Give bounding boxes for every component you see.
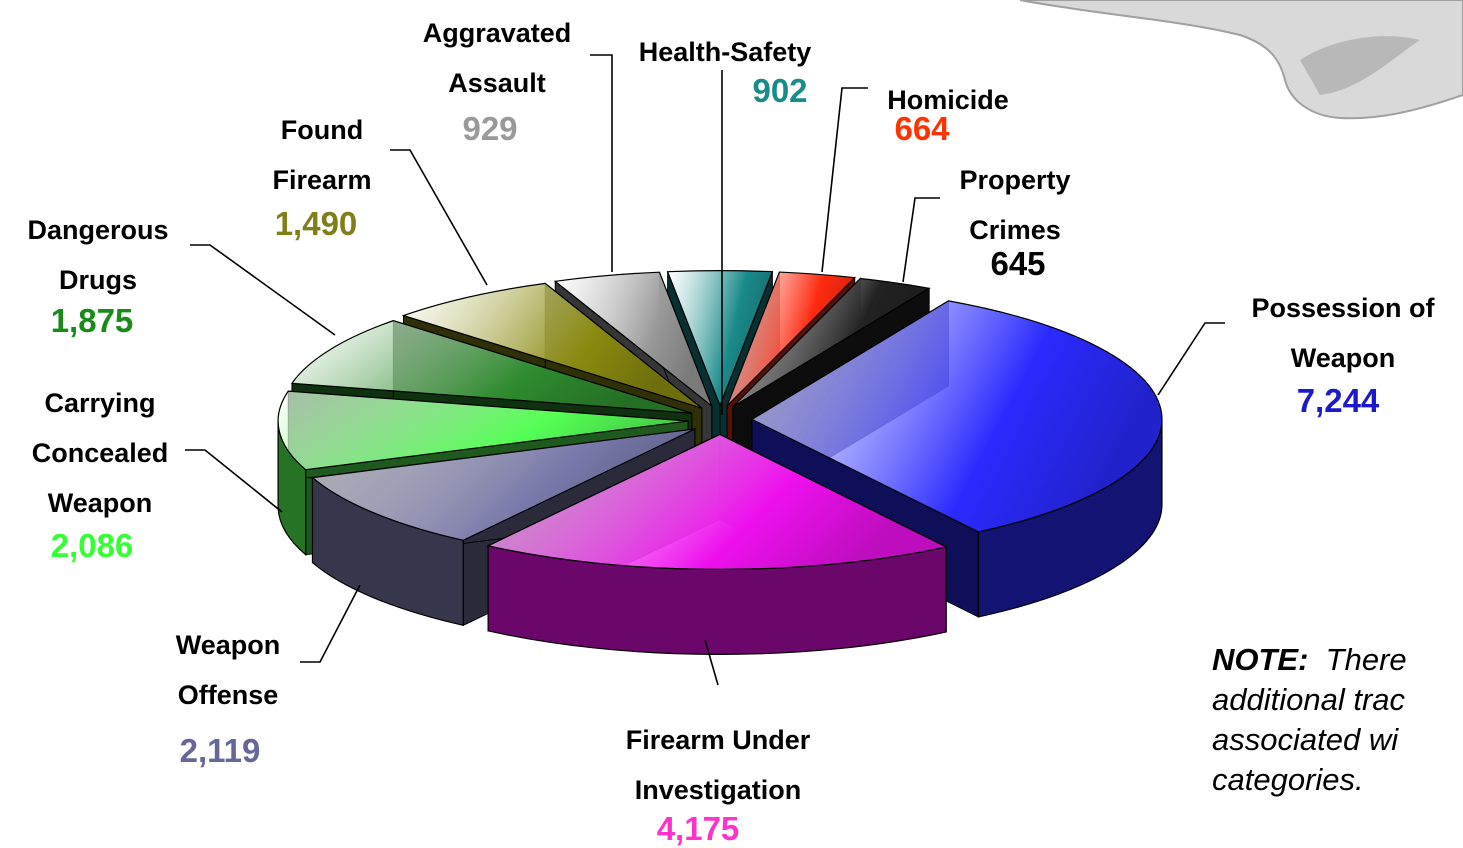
slice-label: Possession of Weapon: [1223, 283, 1463, 383]
slice-label: Property Crimes: [955, 155, 1075, 255]
note-line: There: [1326, 642, 1407, 677]
slice-label: Carrying Concealed Weapon: [10, 378, 190, 528]
note-line: additional trac: [1212, 682, 1405, 717]
page: {"chart_data": {"type": "pie3d", "catego…: [0, 0, 1463, 848]
value-label: 902: [680, 72, 880, 110]
note-label: NOTE:: [1212, 642, 1308, 677]
leader-line: [590, 55, 612, 272]
leader-line: [1158, 323, 1225, 395]
leader-line: [190, 245, 335, 335]
note-line: associated wi: [1212, 722, 1398, 757]
value-label: 2,119: [120, 732, 320, 770]
gun-decoration: [1020, 0, 1463, 118]
slice-label: Firearm Under Investigation: [598, 715, 838, 815]
slice-label: Found Firearm: [257, 105, 387, 205]
value-label: 4,175: [598, 810, 798, 848]
value-label: 2,086: [0, 527, 192, 565]
value-label: 7,244: [1238, 382, 1438, 420]
leader-line: [185, 450, 282, 512]
slice-label: Weapon Offense: [153, 620, 303, 720]
value-label: 1,875: [0, 302, 192, 340]
slice-label: Health-Safety: [605, 27, 845, 77]
leader-line: [300, 585, 360, 662]
slice-label: Dangerous Drugs: [18, 205, 178, 305]
note: NOTE: There additional trac associated w…: [1212, 640, 1407, 800]
slice-label: Aggravated Assault: [407, 8, 587, 108]
value-label: 929: [390, 110, 590, 148]
value-label: 645: [918, 245, 1118, 283]
value-label: 664: [822, 110, 1022, 148]
note-line: categories.: [1212, 762, 1364, 797]
value-label: 1,490: [216, 205, 416, 243]
